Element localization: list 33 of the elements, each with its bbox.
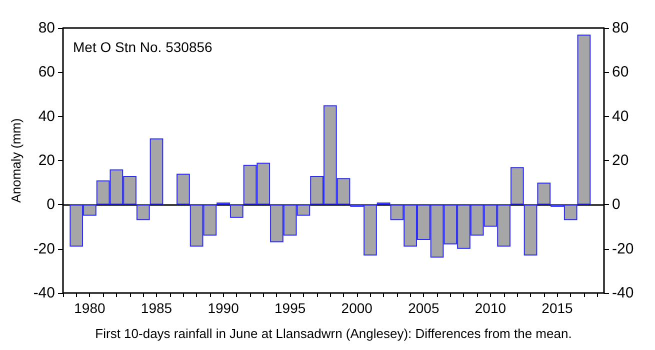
bar: [524, 204, 538, 256]
x-tick-label: 2005: [408, 300, 440, 316]
y-tick-label: 80: [38, 20, 55, 36]
y2-tick-label: 60: [612, 64, 629, 81]
x-tick-label: 1980: [74, 300, 106, 316]
y2-tick-label: -40: [612, 284, 634, 302]
bar: [230, 204, 244, 218]
annotation: Met O Stn No. 530856: [73, 39, 213, 55]
y-axis-title: Anomaly (mm): [8, 118, 24, 203]
y-tick-label: 0: [46, 196, 55, 214]
bar: [537, 182, 551, 205]
x-tick-label: 1990: [208, 300, 240, 316]
bar: [136, 204, 150, 220]
y-tick-label: 20: [38, 152, 55, 169]
x-tick-label: 2010: [474, 300, 506, 316]
x-axis-title: First 10-days rainfall in June at Llansadwrn (Anglesey): Differences from the mean.: [95, 326, 572, 341]
y-tick-label: -20: [33, 240, 55, 258]
y2-tick-label: 80: [612, 20, 629, 36]
bar: [577, 34, 591, 205]
y-tick-label: -40: [33, 284, 55, 302]
y2-tick-label: 40: [612, 108, 629, 125]
y-tick-label: 40: [38, 108, 55, 125]
bar: [150, 138, 164, 205]
x-tick-label: 1995: [274, 300, 306, 316]
bar: [510, 167, 524, 205]
bar: [176, 174, 190, 205]
y2-tick-label: -20: [612, 240, 634, 258]
y2-tick-label: 0: [612, 196, 620, 214]
y2-tick-label: 20: [612, 152, 629, 169]
x-tick-label: 1985: [140, 300, 172, 316]
y-tick-label: 60: [38, 64, 55, 81]
x-tick-label: 2015: [542, 300, 574, 316]
x-tick-label: 2000: [341, 300, 373, 316]
